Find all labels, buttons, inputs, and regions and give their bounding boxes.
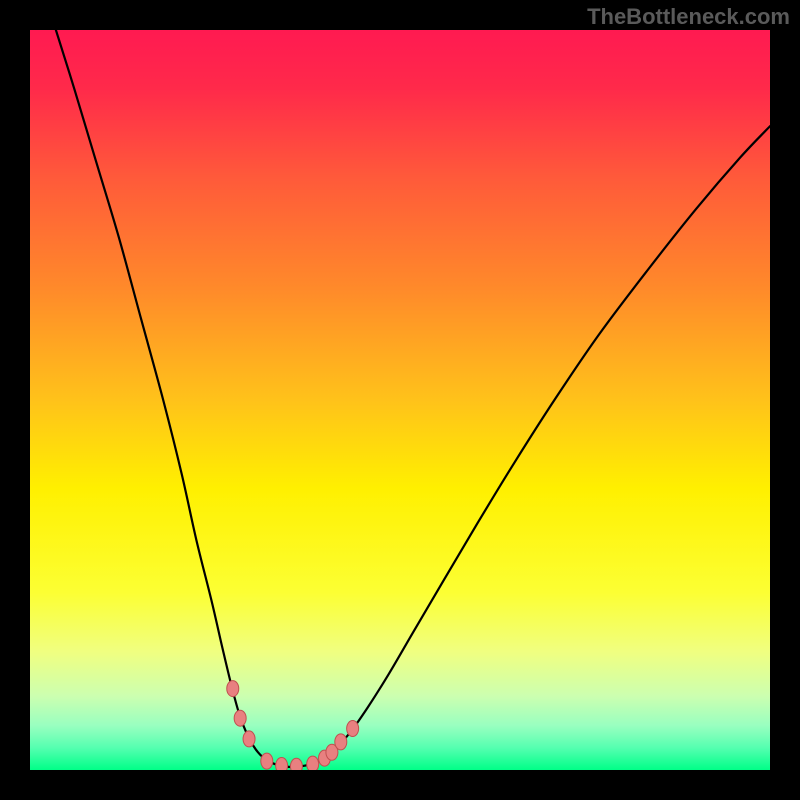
chart-frame: TheBottleneck.com bbox=[0, 0, 800, 800]
plot-area bbox=[30, 30, 770, 770]
curve-layer bbox=[30, 30, 770, 770]
v-curve bbox=[56, 30, 770, 767]
data-marker bbox=[234, 710, 246, 726]
data-marker bbox=[276, 758, 288, 770]
data-marker bbox=[307, 756, 319, 770]
watermark-text: TheBottleneck.com bbox=[587, 4, 790, 30]
data-marker bbox=[290, 758, 302, 770]
data-marker bbox=[227, 681, 239, 697]
data-marker bbox=[243, 731, 255, 747]
data-marker bbox=[261, 753, 273, 769]
data-marker bbox=[347, 721, 359, 737]
data-marker bbox=[335, 734, 347, 750]
data-markers bbox=[227, 681, 359, 770]
